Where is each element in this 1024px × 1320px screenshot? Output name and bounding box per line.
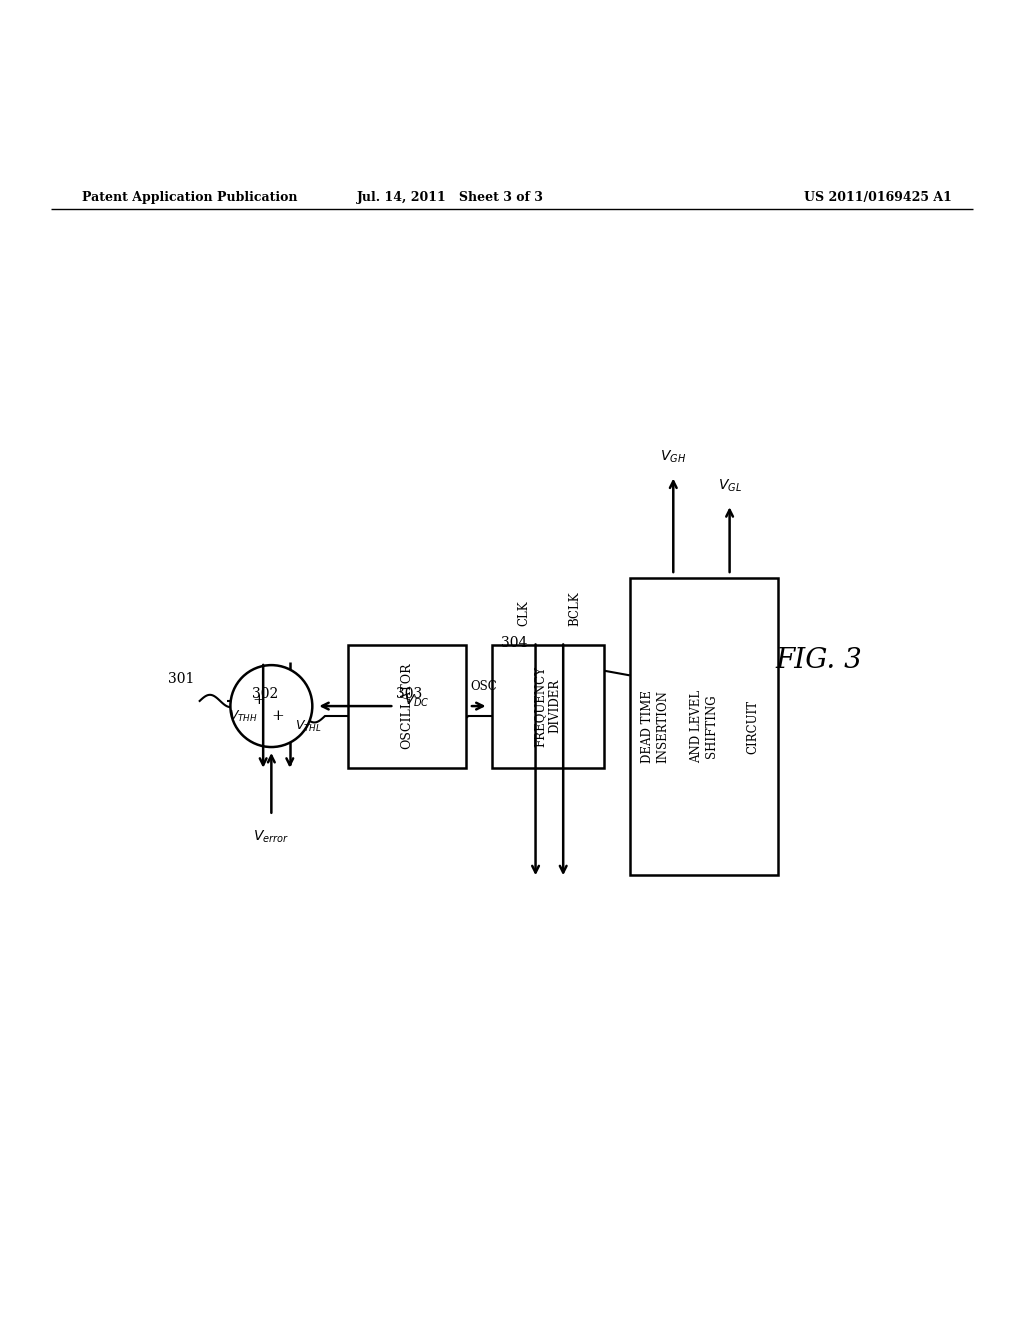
Text: OSCILLATOR: OSCILLATOR	[400, 663, 414, 750]
Text: BCLK: BCLK	[568, 591, 582, 626]
FancyBboxPatch shape	[348, 644, 466, 767]
Text: $V_{THH}$: $V_{THH}$	[229, 709, 258, 723]
Text: OSC: OSC	[470, 680, 497, 693]
Text: US 2011/0169425 A1: US 2011/0169425 A1	[805, 190, 952, 203]
Text: 304: 304	[501, 636, 527, 649]
Text: CIRCUIT: CIRCUIT	[746, 700, 760, 754]
Text: +: +	[253, 693, 265, 708]
Text: FIG. 3: FIG. 3	[776, 647, 862, 673]
Text: DEAD TIME
INSERTION: DEAD TIME INSERTION	[641, 690, 669, 763]
Text: 301: 301	[168, 672, 195, 685]
Text: 303: 303	[395, 686, 422, 701]
Text: Patent Application Publication: Patent Application Publication	[82, 190, 297, 203]
Text: $V_{error}$: $V_{error}$	[253, 829, 290, 845]
FancyBboxPatch shape	[630, 578, 778, 875]
FancyBboxPatch shape	[492, 644, 604, 767]
Text: FREQUENCY
DIVIDER: FREQUENCY DIVIDER	[534, 665, 562, 747]
Text: $V_{DC}$: $V_{DC}$	[404, 693, 430, 709]
Text: CLK: CLK	[517, 601, 530, 626]
Text: $V_{GL}$: $V_{GL}$	[718, 478, 741, 494]
Text: $V_{GH}$: $V_{GH}$	[660, 449, 686, 466]
Text: AND LEVEL
SHIFTING: AND LEVEL SHIFTING	[690, 690, 718, 763]
Text: +: +	[271, 709, 284, 723]
Text: Jul. 14, 2011   Sheet 3 of 3: Jul. 14, 2011 Sheet 3 of 3	[357, 190, 544, 203]
Text: $V_{THL}$: $V_{THL}$	[295, 719, 322, 734]
Text: 302: 302	[252, 686, 279, 701]
Circle shape	[230, 665, 312, 747]
